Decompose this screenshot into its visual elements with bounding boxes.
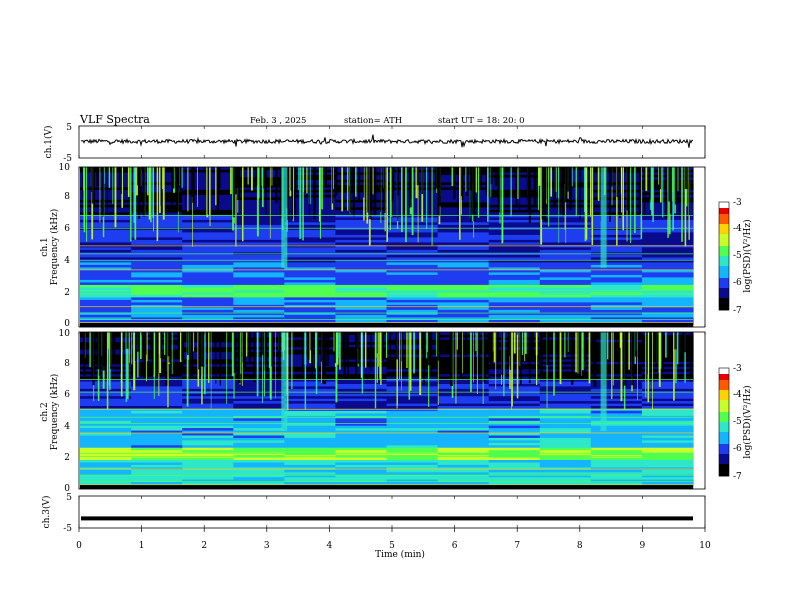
ch2-cbar-label: log(PSD)(V²/Hz) xyxy=(742,385,753,458)
ch1-freq-tick-8: 8 xyxy=(64,192,70,202)
time-axis-label: Time (min) xyxy=(375,549,425,560)
ch1-cbar-tick-4: -4 xyxy=(733,224,742,234)
ch2-spectrogram-panel: 0 2 4 6 8 10 ch.2 Frequency (kHz) -3 -4 … xyxy=(40,329,753,494)
ch2-colorbar: -3 -4 -5 -6 -7 log(PSD)(V²/Hz) xyxy=(718,364,753,482)
ch2-freq-ylabel: Frequency (kHz) xyxy=(49,374,60,451)
ch2-cbar-tick-7: -7 xyxy=(733,472,742,482)
ch2-spectrogram-image xyxy=(80,332,694,490)
ch1-ytick-bottom: -5 xyxy=(63,154,72,164)
ch1-freq-tick-0: 0 xyxy=(64,319,70,329)
time-tick-label: 5 xyxy=(389,541,395,551)
station-label: station= ATH xyxy=(344,116,402,126)
ch1-waveform xyxy=(80,134,694,148)
ch1-voltage-ylabel: ch.1(V) xyxy=(43,126,54,159)
ch1-freq-tick-4: 4 xyxy=(64,256,70,266)
ch1-freq-tick-10: 10 xyxy=(59,163,71,173)
time-tick-label: 4 xyxy=(327,541,333,551)
ch2-cbar-tick-3: -3 xyxy=(733,364,742,374)
ch1-channel-label: ch.1 xyxy=(40,237,50,256)
time-tick-label: 10 xyxy=(699,541,711,551)
time-tick-label: 6 xyxy=(452,541,458,551)
time-tick-label: 9 xyxy=(640,541,646,551)
ch1-cbar-label: log(PSD)(V²/Hz) xyxy=(742,219,753,292)
time-axis-labels: 0 1 2 3 4 5 6 7 8 9 10 xyxy=(76,541,711,551)
ch1-cbar-tick-5: -5 xyxy=(733,251,742,261)
ch1-colorbar: -3 -4 -5 -6 -7 log(PSD)(V²/Hz) xyxy=(718,198,753,316)
ch1-freq-tick-2: 2 xyxy=(64,288,70,298)
ch1-spectrogram-image xyxy=(80,167,694,328)
ch3-waveform xyxy=(81,516,693,521)
time-tick-label: 2 xyxy=(201,541,207,551)
time-axis-ticks xyxy=(78,126,706,532)
ch3-voltage-ylabel: ch.3(V) xyxy=(41,496,52,529)
ch2-freq-tick-0: 0 xyxy=(64,484,70,494)
ch2-freq-ticks: 0 2 4 6 8 10 xyxy=(59,329,71,494)
ch2-freq-tick-4: 4 xyxy=(64,422,70,432)
time-tick-label: 1 xyxy=(139,541,145,551)
ch2-cbar-tick-6: -6 xyxy=(733,444,742,454)
ch1-freq-tick-6: 6 xyxy=(64,224,70,234)
ch2-channel-label: ch.2 xyxy=(40,402,50,421)
time-tick-label: 3 xyxy=(264,541,270,551)
time-tick-label: 8 xyxy=(577,541,583,551)
ch1-spectrogram-panel: 0 2 4 6 8 10 ch.1 Frequency (kHz) -3 -4 … xyxy=(40,163,753,329)
start-time-label: start UT = 18: 20: 0 xyxy=(438,116,525,126)
ch1-freq-ticks: 0 2 4 6 8 10 xyxy=(59,163,71,329)
ch2-freq-tick-10: 10 xyxy=(59,329,71,339)
ch2-cbar-tick-4: -4 xyxy=(733,390,742,400)
ch2-freq-tick-2: 2 xyxy=(64,453,70,463)
ch2-cbar-tick-5: -5 xyxy=(733,417,742,427)
ch3-ytick-top: 5 xyxy=(66,493,72,503)
ch2-freq-tick-8: 8 xyxy=(64,359,70,369)
ch2-colorbar-gradient xyxy=(719,368,729,477)
time-tick-label: 7 xyxy=(514,541,520,551)
ch1-ytick-top: 5 xyxy=(66,123,72,133)
time-tick-label: 0 xyxy=(76,541,82,551)
ch1-cbar-tick-3: -3 xyxy=(733,198,742,208)
ch2-freq-tick-6: 6 xyxy=(64,390,70,400)
ch1-voltage-panel: 5 -5 ch.1(V) xyxy=(43,123,706,164)
figure-title: VLF Spectra xyxy=(79,113,150,126)
ch1-colorbar-gradient xyxy=(719,202,729,311)
ch3-voltage-panel: 5 -5 ch.3(V) xyxy=(41,493,706,534)
ch1-cbar-tick-7: -7 xyxy=(733,306,742,316)
date-label: Feb. 3 , 2025 xyxy=(250,116,306,126)
ch3-ytick-bottom: -5 xyxy=(63,524,72,534)
ch1-cbar-tick-6: -6 xyxy=(733,278,742,288)
ch1-freq-ylabel: Frequency (kHz) xyxy=(49,209,60,286)
